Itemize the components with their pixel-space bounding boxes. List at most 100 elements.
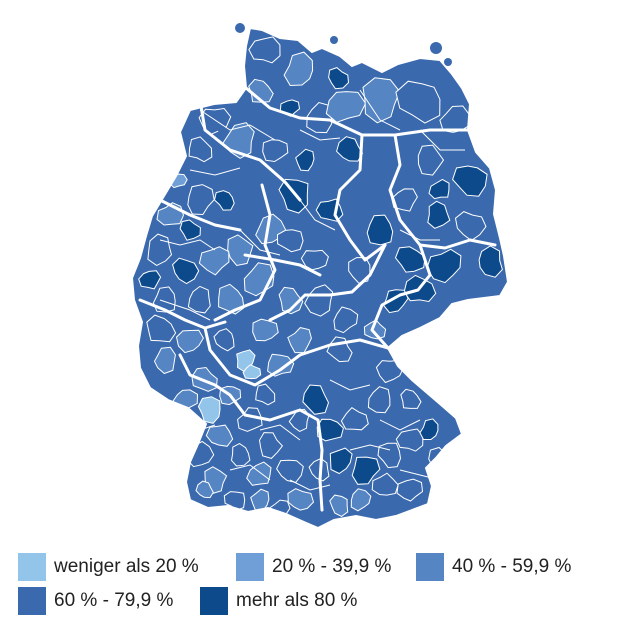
district-region	[197, 396, 221, 424]
district-region	[248, 36, 281, 64]
state-border	[213, 183, 277, 322]
district-region	[439, 105, 471, 133]
district-region	[205, 424, 234, 447]
island	[430, 42, 442, 54]
district-region	[255, 383, 276, 406]
state-border	[158, 198, 242, 232]
district-region	[175, 329, 204, 354]
district-region	[283, 51, 314, 87]
district-region	[276, 459, 304, 483]
island	[249, 119, 255, 125]
district-border	[199, 109, 276, 141]
district-region	[230, 443, 251, 467]
island	[218, 126, 226, 134]
district-region	[213, 190, 235, 211]
district-region	[237, 407, 263, 432]
district-region	[427, 200, 451, 229]
district-region	[328, 67, 350, 90]
district-region	[138, 270, 162, 290]
district-border	[299, 199, 336, 231]
district-border	[299, 129, 341, 141]
district-region	[172, 257, 200, 285]
legend-label: 60 % - 79,9 %	[54, 590, 174, 611]
state-border	[268, 243, 387, 322]
district-region	[302, 384, 330, 415]
legend-swatch	[236, 553, 264, 581]
legend-label: 40 % - 59,9 %	[452, 556, 572, 577]
district-region	[363, 319, 387, 340]
district-region	[396, 478, 424, 502]
legend-swatch	[18, 587, 46, 615]
state-border	[370, 243, 432, 350]
district-region	[350, 488, 372, 512]
district-border	[399, 469, 441, 481]
district-region	[288, 408, 310, 432]
island	[444, 58, 452, 66]
district-region	[367, 386, 391, 414]
district-region	[227, 234, 254, 267]
district-region	[153, 346, 176, 375]
district-region	[287, 488, 315, 511]
island	[235, 23, 245, 33]
state-border	[333, 133, 387, 262]
district-region	[400, 388, 422, 409]
district-region	[371, 472, 399, 496]
district-border	[159, 239, 216, 251]
district-region	[267, 353, 295, 377]
germany-district-map	[131, 23, 509, 529]
district-region	[336, 136, 364, 162]
district-region	[333, 306, 359, 334]
district-region	[146, 314, 177, 343]
district-region	[187, 184, 215, 216]
state-border	[178, 353, 324, 512]
legend-swatch	[416, 553, 444, 581]
district-border	[239, 229, 281, 256]
district-border	[179, 419, 216, 431]
legend-label: 20 % - 39,9 %	[272, 556, 392, 577]
district-region	[278, 286, 304, 315]
legend-label: mehr als 80 %	[236, 590, 358, 611]
district-region	[308, 457, 330, 482]
district-region	[304, 284, 334, 317]
district-region	[478, 245, 503, 278]
district-region	[187, 285, 211, 314]
district-region	[195, 480, 214, 499]
district-region	[351, 456, 381, 485]
district-region	[454, 211, 487, 242]
legend-swatch	[200, 587, 228, 615]
district-border	[419, 129, 465, 151]
legend-item-below-20: weniger als 20 %	[18, 552, 199, 582]
district-border	[379, 419, 421, 431]
district-border	[229, 464, 271, 481]
state-border	[198, 98, 302, 202]
district-region	[452, 165, 488, 197]
district-border	[349, 444, 391, 451]
district-border	[359, 89, 401, 131]
district-region	[287, 327, 312, 354]
district-region	[340, 407, 369, 431]
district-region	[262, 139, 289, 163]
district-region	[179, 219, 201, 241]
island	[330, 36, 338, 44]
district-region	[428, 178, 450, 200]
legend-item-20-39: 20 % - 39,9 %	[236, 552, 391, 582]
district-region	[278, 178, 309, 214]
district-region	[252, 318, 279, 342]
district-region	[329, 447, 353, 475]
district-border	[259, 424, 301, 441]
district-region	[300, 249, 329, 271]
district-border	[329, 379, 371, 391]
district-region	[198, 246, 230, 276]
district-region	[394, 246, 426, 273]
district-region	[366, 214, 394, 246]
legend-item-40-59: 40 % - 59,9 %	[416, 552, 571, 582]
legend-swatch	[18, 553, 46, 581]
district-region	[377, 442, 402, 469]
legend-item-above-80: mehr als 80 %	[200, 586, 357, 616]
district-region	[276, 229, 304, 253]
district-region	[242, 364, 262, 380]
baltic-islands	[218, 23, 452, 134]
legend: weniger als 20 % 20 % - 39,9 % 40 % - 59…	[18, 552, 628, 632]
legend-item-60-79: 60 % - 79,9 %	[18, 586, 173, 616]
district-region	[213, 328, 235, 352]
